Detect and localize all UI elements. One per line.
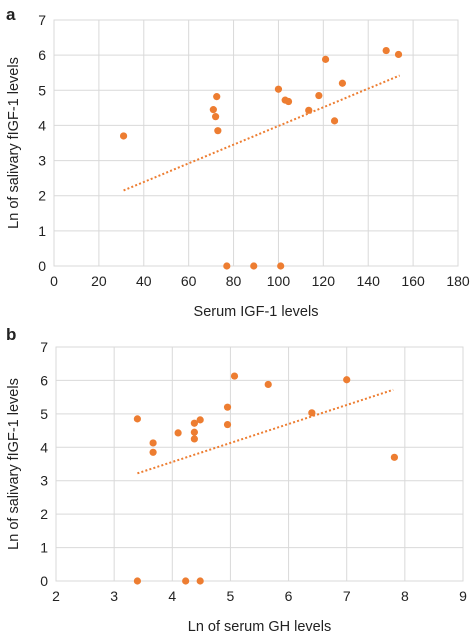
panel-a-x-tick-label: 180 <box>446 273 470 289</box>
panel-a-data-point <box>250 262 258 270</box>
panel-b-data-point <box>223 420 232 429</box>
panel-b-x-tick-label: 5 <box>227 588 235 604</box>
panel-a-data-point <box>382 46 390 55</box>
panel-b-data-point <box>174 429 182 437</box>
panel-a-data-point <box>284 97 293 106</box>
panel-a-trendline <box>123 74 401 192</box>
panel-b-x-tick-label: 7 <box>343 588 351 604</box>
panel-b-y-tick-label: 5 <box>40 406 48 422</box>
panel-b-plot-border <box>55 346 464 582</box>
panel-b-data-point <box>182 577 190 585</box>
panel-b-x-tick-label: 3 <box>110 588 118 604</box>
panel-a-x-tick-label: 140 <box>357 273 381 289</box>
panel-b-data-point <box>308 409 316 417</box>
panel-b-data-point <box>390 453 398 461</box>
panel-a-data-point <box>214 127 222 135</box>
panel-b-x-tick-label: 4 <box>168 588 176 604</box>
panel-a-data-point <box>119 132 128 140</box>
panel-b-data-point <box>133 577 141 585</box>
panel-a-x-tick-label: 20 <box>91 273 107 289</box>
panel-a-x-tick-label: 40 <box>136 273 152 289</box>
panel-a-x-tick-label: 160 <box>401 273 425 289</box>
panel-b-x-tick-label: 2 <box>52 588 60 604</box>
panel-b-x-tick-label: 9 <box>459 588 467 604</box>
panel-b-data-point <box>196 577 204 585</box>
panel-a-x-tick-label: 0 <box>50 273 58 289</box>
panel-b-letter: b <box>6 325 16 344</box>
panel-a-y-tick-label: 2 <box>38 188 46 204</box>
panel-a-letter: a <box>6 5 16 24</box>
panel-a-y-tick-label: 4 <box>38 117 46 133</box>
panel-a-data-point <box>277 262 285 270</box>
panel-b-trendline <box>137 388 394 475</box>
panel-a-y-tick-label: 0 <box>38 258 46 274</box>
panel-a-x-axis-title: Serum IGF-1 levels <box>194 304 319 320</box>
panel-b-y-tick-label: 2 <box>40 506 48 522</box>
panel-b-y-tick-label: 1 <box>40 540 48 556</box>
panel-a-data-point <box>321 55 330 63</box>
panel-a-data-point <box>274 85 283 93</box>
panel-b-data-point <box>264 380 272 389</box>
panel-b-data-point <box>230 372 239 380</box>
panel-b-data-point <box>149 439 157 447</box>
panel-b-x-tick-label: 6 <box>285 588 293 604</box>
panel-b-y-tick-label: 7 <box>40 339 48 355</box>
panel-a-data-point <box>223 262 231 270</box>
panel-b-data-point <box>196 416 204 424</box>
panel-b-data-point <box>223 403 232 411</box>
panel-b-y-axis-title: Ln of salivary fIGF-1 levels <box>6 378 22 550</box>
panel-a-y-tick-label: 1 <box>38 223 46 239</box>
panel-b-x-axis-title: Ln of serum GH levels <box>188 619 331 635</box>
panel-b-y-tick-label: 0 <box>40 573 48 589</box>
panel-b-data-point <box>190 419 198 427</box>
panel-a-x-tick-label: 120 <box>312 273 336 289</box>
panel-b-x-tick-label: 8 <box>401 588 409 604</box>
panel-b-data-point <box>149 448 157 456</box>
panel-b-data-point <box>190 428 198 436</box>
panel-a-x-tick-label: 80 <box>226 273 242 289</box>
panel-a-data-point <box>212 113 220 121</box>
panel-b-y-tick-label: 3 <box>40 473 48 489</box>
panel-a-y-tick-label: 7 <box>38 12 46 28</box>
panel-b-data-point <box>343 376 351 384</box>
panel-b-data-point <box>190 435 198 443</box>
panel-a-y-tick-label: 6 <box>38 47 46 63</box>
panel-a-data-point <box>209 106 217 114</box>
panel-b-data-point <box>133 415 141 423</box>
panel-a-data-point <box>213 93 221 101</box>
panel-a-y-tick-label: 5 <box>38 82 46 98</box>
panel-a-data-point <box>305 106 313 114</box>
panel-b-y-tick-label: 6 <box>40 372 48 388</box>
panel-a-data-point <box>315 91 323 100</box>
panel-a-y-tick-label: 3 <box>38 153 46 169</box>
panel-b-y-tick-label: 4 <box>40 439 48 455</box>
panel-a-y-axis-title: Ln of salivary fIGF-1 levels <box>6 57 22 229</box>
panel-a-data-point <box>394 50 403 59</box>
panel-a-x-tick-label: 100 <box>267 273 291 289</box>
panel-a-data-point <box>338 79 347 87</box>
panel-a-x-tick-label: 60 <box>181 273 197 289</box>
panel-a-data-point <box>330 117 339 125</box>
